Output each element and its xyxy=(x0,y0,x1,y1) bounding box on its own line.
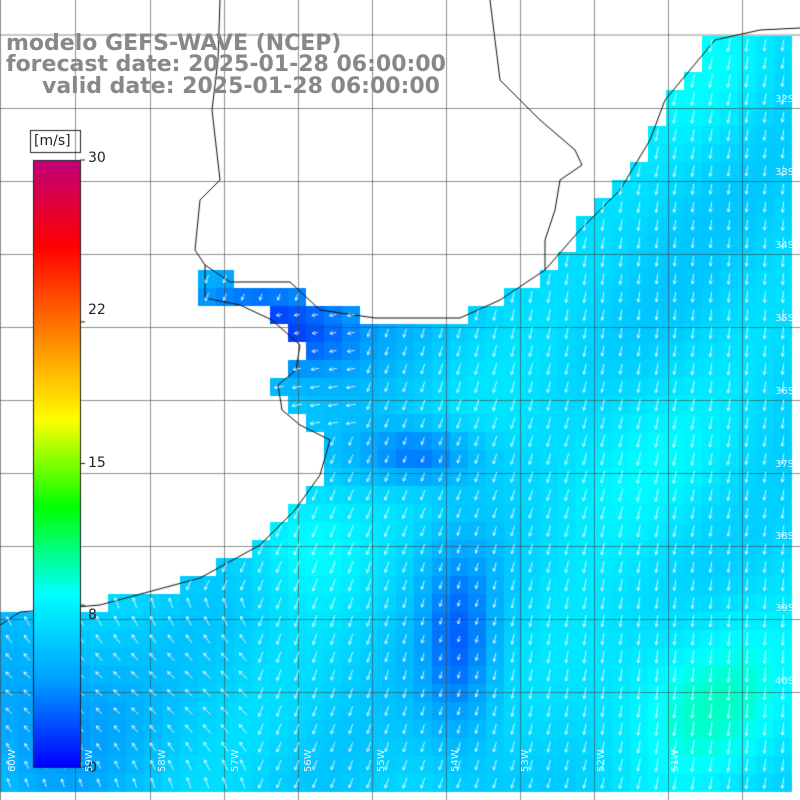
map-title-model: modelo GEFS-WAVE (NCEP) xyxy=(6,31,342,56)
colorbar-tick-30: 30 xyxy=(88,150,106,166)
colorbar-tick-0: 0 xyxy=(88,760,97,776)
lat-label-40s: 40S xyxy=(775,676,795,687)
lat-label-38s: 38S xyxy=(775,531,795,542)
lon-label-59w: 59W xyxy=(84,749,95,772)
lon-label-60w: 60W xyxy=(7,749,18,772)
lat-label-33s: 33S xyxy=(775,167,795,178)
colorbar-tick-15: 15 xyxy=(88,455,106,471)
lon-label-58w: 58W xyxy=(157,749,168,772)
map-title-valid-date: valid date: 2025-01-28 06:00:00 xyxy=(42,74,440,99)
colorbar-tick-22: 22 xyxy=(88,302,106,318)
lon-label-55w: 55W xyxy=(376,749,387,772)
lon-label-53w: 53W xyxy=(520,749,531,772)
lon-label-57w: 57W xyxy=(230,749,241,772)
lat-label-34s: 34S xyxy=(775,240,795,251)
lon-label-54w: 54W xyxy=(450,749,461,772)
lon-label-52w: 52W xyxy=(596,749,607,772)
lon-label-56w: 56W xyxy=(303,749,314,772)
lat-label-39s: 39S xyxy=(775,603,795,614)
map-title-forecast-date: forecast date: 2025-01-28 06:00:00 xyxy=(6,52,446,77)
lat-label-35s: 35S xyxy=(775,313,795,324)
lat-label-36s: 36S xyxy=(775,386,795,397)
colorbar-unit: [m/s] xyxy=(34,133,71,149)
lat-label-32s: 32S xyxy=(775,94,795,105)
lon-label-51w: 51W xyxy=(670,749,681,772)
colorbar-tick-8: 8 xyxy=(88,607,97,623)
lat-label-37s: 37S xyxy=(775,459,795,470)
